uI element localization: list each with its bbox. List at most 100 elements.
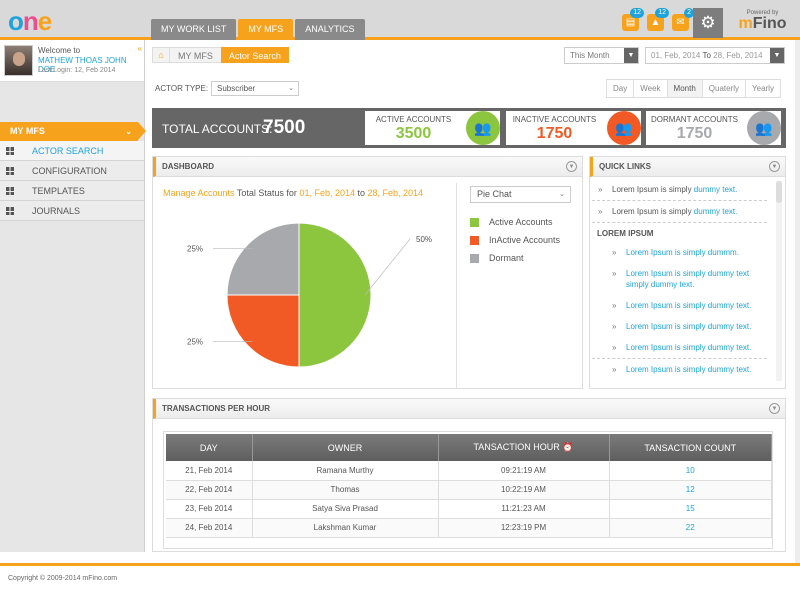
alert-icon[interactable]: ▲ 12: [647, 8, 669, 31]
active-accounts-label: ACTIVE ACCOUNTS: [375, 115, 452, 124]
quick-link-item[interactable]: » Lorem Ipsum is simply dummy text.: [592, 179, 767, 201]
period-week[interactable]: Week: [634, 80, 668, 97]
column-header-hour[interactable]: TANSACTION HOUR ⏰: [438, 434, 610, 461]
date-range-picker[interactable]: 01, Feb, 2014 To 28, Feb, 2014 ▼: [645, 47, 785, 64]
users-icon: 👥: [747, 111, 781, 145]
quick-link-sub-item[interactable]: » Lorem Ipsum is simply dummy text.: [592, 316, 767, 337]
dashboard-header: DASHBOARD ▼: [153, 157, 582, 177]
pie-slice[interactable]: [226, 294, 300, 368]
manage-accounts-link[interactable]: Manage Accounts: [163, 188, 235, 198]
cell-count[interactable]: 10: [609, 461, 772, 481]
sidebar-item-actor-search[interactable]: ACTOR SEARCH: [0, 141, 144, 161]
avatar[interactable]: [4, 45, 33, 76]
divider: [456, 183, 457, 388]
gear-icon[interactable]: ⚙: [693, 8, 723, 38]
alert-glyph: ▲: [650, 17, 661, 28]
copyright: Copyright © 2009-2014 mFino.com: [8, 575, 118, 582]
notification-badge: 12: [655, 8, 669, 18]
period-select[interactable]: This Month ▼: [564, 47, 639, 64]
quick-link-anchor[interactable]: dummy text.: [693, 185, 738, 194]
home-icon[interactable]: ⌂: [152, 47, 170, 63]
column-header-count[interactable]: TANSACTION COUNT: [609, 434, 772, 461]
users-icon: 👥: [466, 111, 500, 145]
cell-count[interactable]: 12: [609, 480, 772, 500]
sidebar-item-label: ACTOR SEARCH: [32, 146, 104, 156]
chart-type-value: Pie Chat: [477, 189, 512, 199]
table-row[interactable]: 23, Feb 2014 Satya Siva Prasad 11:21:23 …: [166, 499, 772, 519]
dormant-accounts-value: 1750: [676, 125, 713, 142]
sidebar-item-templates[interactable]: TEMPLATES: [0, 181, 144, 201]
mail-icon[interactable]: ✉ 2: [672, 8, 694, 31]
actor-type-select[interactable]: Subscriber ⌄: [211, 81, 299, 96]
chart-type-select[interactable]: Pie Chat ⌄: [470, 186, 571, 203]
tab-analytics[interactable]: ANALYTICS: [295, 19, 365, 40]
cell-owner: Ramana Murthy: [252, 461, 439, 481]
active-accounts-card[interactable]: ACTIVE ACCOUNTS 3500 👥: [365, 111, 500, 145]
column-header-day[interactable]: DAY: [166, 434, 253, 461]
sidebar-item-label: CONFIGURATION: [32, 166, 107, 176]
dormant-accounts-card[interactable]: DORMANT ACCOUNTS 1750 👥: [646, 111, 781, 145]
clipboard-icon[interactable]: ▤ 12: [622, 8, 644, 31]
logo-letter: o: [8, 5, 24, 36]
sidebar-header-my-mfs[interactable]: MY MFS ⌄: [0, 122, 146, 141]
logo-letter: n: [22, 5, 39, 36]
bullet-icon: »: [612, 322, 617, 331]
sidebar-item-journals[interactable]: JOURNALS: [0, 201, 144, 221]
quick-link-sub-item[interactable]: » Lorem Ipsum is simply dummy text.: [592, 337, 767, 359]
quick-link-anchor[interactable]: dummy text.: [693, 207, 738, 216]
quick-link-text: Lorem Ipsum is simply dummy text.: [626, 365, 752, 374]
pie-slice[interactable]: [226, 222, 300, 296]
period-yearly[interactable]: Yearly: [746, 80, 780, 97]
grid-icon: [6, 187, 14, 195]
powered-by-label: Powered by: [746, 10, 779, 16]
quick-link-sub-item[interactable]: » Lorem Ipsum is simply dummy text.: [592, 359, 767, 380]
pie-slice[interactable]: [298, 222, 372, 368]
chevron-down-icon: ▼: [624, 48, 638, 63]
collapse-icon[interactable]: ▼: [566, 161, 577, 172]
period-day[interactable]: Day: [607, 80, 635, 97]
dashboard-status-text: Manage Accounts Total Status for 01, Feb…: [163, 188, 423, 198]
brand-rest: Fino: [752, 15, 787, 32]
legend-label: InActive Accounts: [489, 235, 561, 245]
tab-my-work-list[interactable]: MY WORK LIST: [151, 19, 237, 40]
scroll-thumb[interactable]: [776, 181, 782, 203]
notification-badge: 2: [684, 8, 694, 18]
bullet-icon: »: [612, 365, 617, 374]
quick-link-sub-item[interactable]: » Lorem Ipsum is simply dummy text.: [592, 295, 767, 316]
status-mid: Total Status for: [234, 188, 300, 198]
notification-badge: 12: [630, 8, 644, 18]
dormant-accounts-label: DORMANT ACCOUNTS: [651, 115, 738, 124]
user-name-link[interactable]: MATHEW THOAS JOHN DOE: [38, 56, 127, 74]
date-to: 28, Feb, 2014: [713, 51, 763, 60]
column-header-owner[interactable]: OWNER: [252, 434, 439, 461]
period-quarterly[interactable]: Quaterly: [702, 80, 747, 97]
quick-link-sub-item[interactable]: » Lorem Ipsum is simply dummm.: [592, 242, 767, 263]
quick-link-item[interactable]: » Lorem Ipsum is simply dummy text.: [592, 201, 767, 223]
cell-count[interactable]: 15: [609, 499, 772, 519]
transactions-title: TRANSACTIONS PER HOUR: [162, 404, 271, 413]
table-row[interactable]: 21, Feb 2014 Ramana Murthy 09:21:19 AM 1…: [166, 461, 772, 481]
sidebar-item-configuration[interactable]: CONFIGURATION: [0, 161, 144, 181]
inactive-accounts-card[interactable]: INACTIVE ACCOUNTS 1750 👥: [506, 111, 641, 145]
legend-label: Active Accounts: [489, 217, 553, 227]
collapse-icon[interactable]: ▼: [769, 403, 780, 414]
page-scrollbar[interactable]: [795, 40, 800, 563]
table-row[interactable]: 24, Feb 2014 Lakshman Kumar 12:23:19 PM …: [166, 518, 772, 538]
pie-slice-label: 50%: [416, 235, 432, 244]
mfino-logo: mFino: [735, 15, 790, 32]
users-icon: 👥: [607, 111, 641, 145]
quick-links-header: QUICK LINKS ▼: [590, 157, 785, 177]
table-row[interactable]: 22, Feb 2014 Thomas 10:22:19 AM 12: [166, 480, 772, 500]
cell-count[interactable]: 22: [609, 518, 772, 538]
breadcrumb-my-mfs[interactable]: MY MFS: [170, 47, 221, 63]
legend-swatch: [470, 253, 479, 263]
collapse-sidebar-icon[interactable]: «: [137, 44, 142, 53]
quick-link-sub-item[interactable]: » Lorem Ipsum is simply dummy text simply…: [592, 263, 767, 295]
inactive-accounts-label: INACTIVE ACCOUNTS: [512, 115, 597, 124]
tab-my-mfs[interactable]: MY MFS: [238, 19, 294, 40]
quick-links-scrollbar[interactable]: [776, 181, 782, 381]
collapse-icon[interactable]: ▼: [769, 161, 780, 172]
main-tabs: MY WORK LIST MY MFS ANALYTICS: [151, 19, 365, 40]
period-month[interactable]: Month: [667, 80, 703, 97]
